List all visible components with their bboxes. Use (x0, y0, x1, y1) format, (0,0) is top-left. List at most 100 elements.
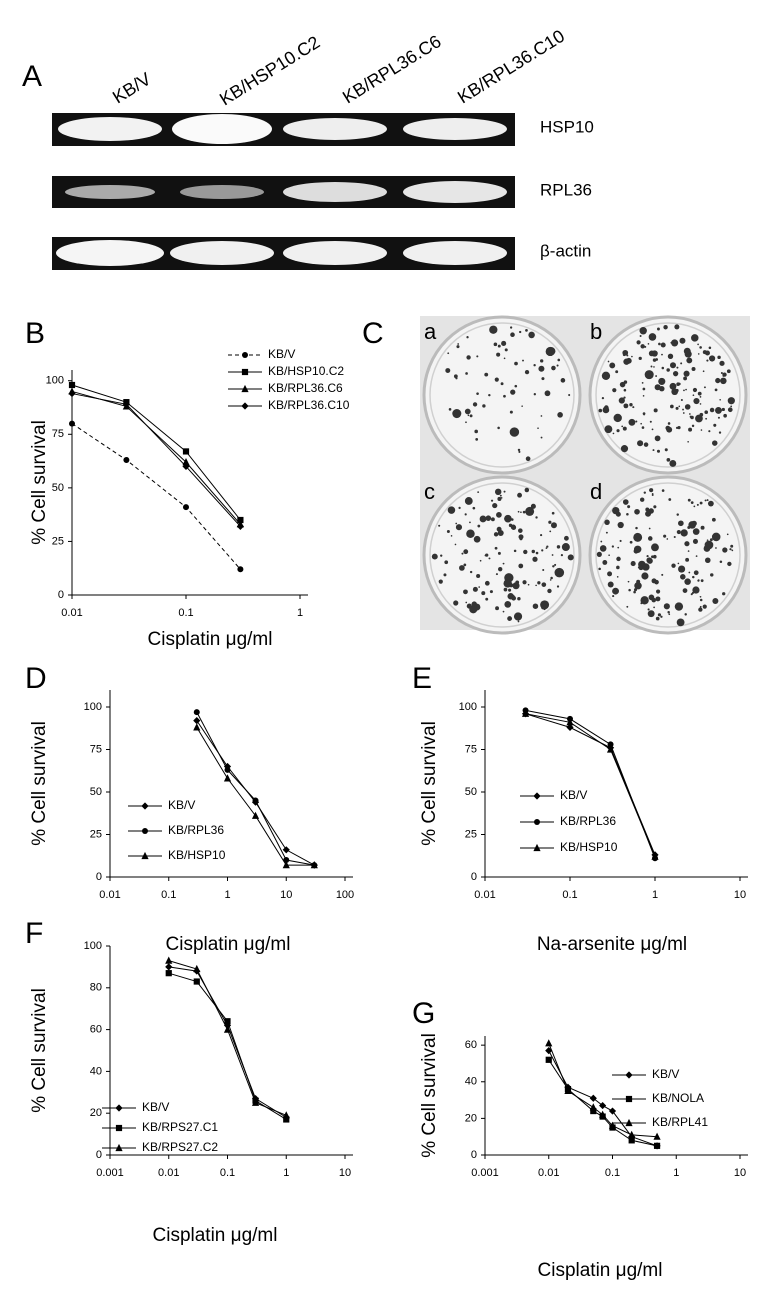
colony (645, 507, 650, 512)
colony (517, 448, 521, 452)
colony (545, 346, 555, 357)
colony (677, 562, 680, 565)
colony (633, 545, 642, 554)
colony (661, 353, 663, 356)
colony (676, 529, 681, 535)
colony (554, 567, 565, 578)
colony (466, 529, 475, 539)
colony (475, 437, 479, 441)
colony (601, 397, 605, 400)
colony (488, 557, 491, 560)
colony (663, 534, 667, 538)
colony (464, 497, 473, 505)
colony (692, 538, 698, 544)
colony (532, 556, 538, 562)
colony (531, 549, 535, 554)
colony (622, 353, 626, 357)
colony (712, 597, 719, 604)
marker (165, 970, 172, 977)
colony (559, 573, 562, 576)
colony (656, 589, 661, 594)
colony (652, 449, 655, 452)
series-line (71, 423, 241, 570)
colony (598, 408, 603, 413)
colony (703, 386, 706, 389)
colony (683, 370, 690, 377)
band (58, 117, 162, 141)
marker (283, 857, 290, 863)
colony (452, 409, 462, 419)
colony (533, 393, 536, 396)
colony (611, 545, 615, 548)
colony (525, 456, 531, 462)
colony (697, 343, 699, 346)
plate (588, 315, 748, 475)
colony (489, 590, 493, 594)
colony (467, 414, 470, 417)
colony (691, 591, 694, 595)
series-line (525, 709, 656, 859)
colony (463, 549, 469, 555)
colony (488, 393, 491, 397)
colony (541, 377, 545, 381)
colony (500, 497, 503, 499)
colony (493, 532, 499, 537)
y-tick-label: 100 (84, 940, 102, 952)
colony (708, 430, 711, 433)
colony (671, 339, 679, 347)
colony (455, 524, 463, 531)
colony (638, 356, 642, 361)
colony (656, 449, 660, 453)
colony (634, 581, 642, 590)
colony (550, 522, 557, 529)
x-axis-label: Cisplatin μg/ml (166, 934, 291, 955)
colony (706, 539, 709, 541)
marker (607, 741, 614, 748)
colony (490, 517, 495, 522)
marker (653, 1132, 661, 1140)
marker (223, 1025, 232, 1033)
x-tick-label: 0.1 (161, 889, 176, 901)
x-tick-label: 1 (652, 889, 658, 901)
colony (519, 495, 521, 498)
colony (541, 582, 547, 587)
marker (653, 1142, 661, 1149)
colony (674, 602, 684, 611)
colony (721, 407, 725, 412)
colony (667, 353, 674, 359)
colony (676, 513, 679, 516)
colony (601, 371, 611, 380)
colony (472, 402, 478, 407)
colony (710, 573, 714, 577)
colony (628, 588, 631, 592)
colony (517, 597, 521, 601)
legend-label: KB/V (142, 1100, 169, 1114)
colony (707, 500, 714, 507)
marker (69, 420, 75, 427)
colony (676, 618, 685, 627)
colony (524, 369, 530, 375)
colony (667, 611, 670, 614)
colony (503, 490, 506, 493)
x-tick-label: 0.001 (96, 1167, 124, 1179)
colony (471, 601, 477, 607)
colony (640, 596, 649, 605)
colony (653, 366, 655, 368)
colony (514, 384, 518, 388)
colony (496, 526, 502, 532)
plate-rim (429, 482, 575, 628)
colony (626, 605, 629, 608)
colony (616, 576, 619, 578)
colony (715, 377, 721, 384)
colony (720, 377, 727, 385)
colony (545, 547, 548, 550)
colony (602, 406, 610, 414)
colony (492, 502, 498, 509)
colony (540, 534, 543, 537)
colony (510, 524, 516, 530)
colony (639, 497, 645, 502)
colony (552, 565, 555, 568)
band (403, 241, 507, 265)
colony (702, 370, 705, 373)
colony (455, 377, 458, 380)
